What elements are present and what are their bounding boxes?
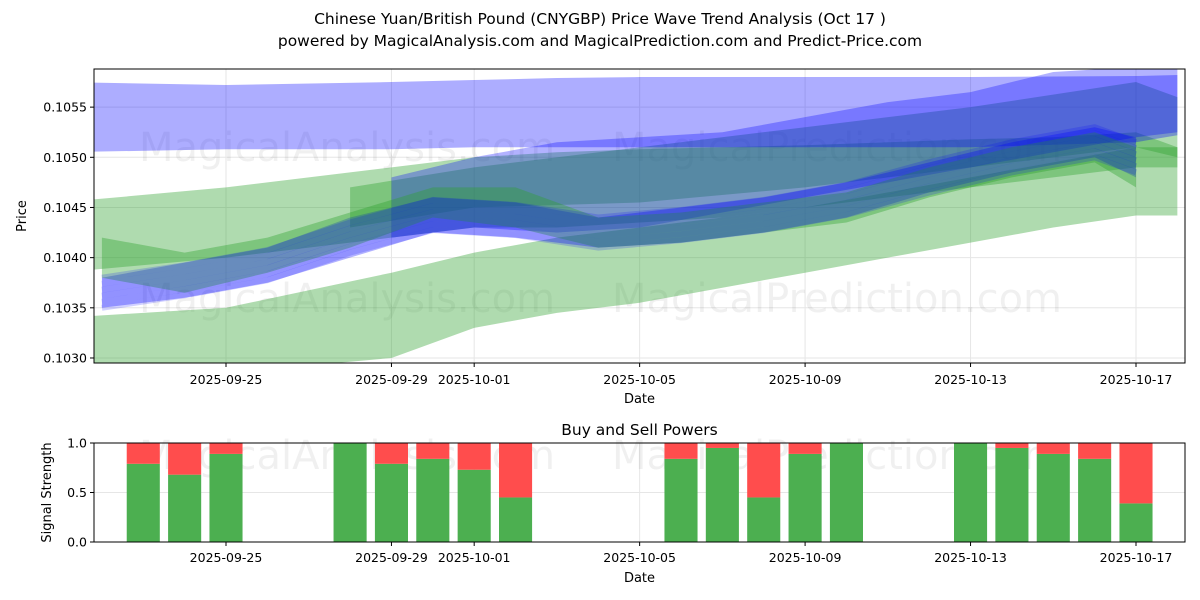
price-band-blue (94, 75, 1178, 152)
top-ticks: 2025-09-25 2025-09-29 2025-10-01 2025-10-05… (43, 100, 1172, 387)
bottom-y-tick-label: 0.0 (67, 535, 87, 550)
buy-power-bar (1119, 503, 1153, 542)
bottom-x-tick-label: 2025-09-25 (190, 550, 263, 565)
chart-subtitle: powered by MagicalAnalysis.com and Magic… (277, 32, 923, 50)
top-x-axis-label: Date (624, 392, 655, 407)
wave-streak (101, 148, 1138, 305)
buy-power-bar (954, 443, 988, 542)
buy-power-bar (1078, 458, 1112, 542)
sell-power-bar (705, 443, 739, 448)
buy-power-bar (374, 463, 408, 542)
buy-power-bar (168, 474, 202, 542)
sell-power-bar (788, 443, 822, 454)
top-x-tick-label: 2025-10-09 (769, 372, 842, 387)
bottom-x-tick-label: 2025-10-01 (438, 550, 511, 565)
buy-power-bar (333, 443, 367, 542)
buy-power-bar (416, 458, 450, 542)
top-grid (94, 69, 1185, 363)
buy-power-bar (1036, 453, 1070, 542)
watermark-text: MagicalPrediction.com (612, 276, 1062, 322)
bottom-x-tick-label: 2025-10-17 (1100, 550, 1173, 565)
sell-power-bar (1036, 443, 1070, 454)
top-y-tick-label: 0.1050 (43, 150, 87, 165)
sell-power-bar (1119, 443, 1153, 504)
price-band-green (94, 147, 1178, 363)
bottom-x-tick-label: 2025-09-29 (355, 550, 428, 565)
sell-power-bar (995, 443, 1029, 448)
price-band-blue (101, 127, 1137, 308)
buy-power-bar (829, 443, 863, 542)
buy-power-bar (747, 497, 781, 542)
sell-power-bar (1078, 443, 1112, 459)
buy-power-bar (705, 447, 739, 542)
bottom-x-tick-label: 2025-10-05 (603, 550, 676, 565)
sell-power-bar (457, 443, 491, 470)
sell-power-bar (416, 443, 450, 459)
wave-streak (101, 142, 1138, 299)
sell-power-bar (168, 443, 202, 475)
bottom-chart-title: Buy and Sell Powers (561, 421, 718, 439)
watermark-text: MagicalAnalysis.com (139, 276, 555, 322)
bottom-x-axis-label: Date (624, 571, 655, 586)
top-x-tick-label: 2025-09-29 (355, 372, 428, 387)
wave-streak (101, 124, 1138, 281)
sell-power-bar (126, 443, 160, 464)
buy-power-bar (126, 463, 160, 542)
buy-power-bar (499, 497, 533, 542)
buy-power-bar (788, 453, 822, 542)
sell-power-bar (374, 443, 408, 464)
buy-power-bar (209, 453, 243, 542)
top-x-tick-label: 2025-09-25 (190, 372, 263, 387)
sell-power-bar (747, 443, 781, 498)
bottom-y-tick-label: 0.5 (67, 485, 87, 500)
top-y-tick-label: 0.1040 (43, 250, 87, 265)
bottom-x-tick-label: 2025-10-13 (934, 550, 1007, 565)
wave-streak (101, 130, 1138, 287)
top-watermarks: MagicalAnalysis.com MagicalPrediction.com… (139, 125, 1062, 322)
top-y-axis-label: Price (15, 200, 30, 232)
sell-power-bar (664, 443, 698, 459)
watermark-text: MagicalAnalysis.com (139, 125, 555, 171)
wave-streak (101, 136, 1138, 293)
price-band-green (350, 82, 1178, 228)
wave-streak (101, 154, 1138, 311)
chart-title: Chinese Yuan/British Pound (CNYGBP) Pric… (314, 10, 886, 28)
buy-power-bar (664, 458, 698, 542)
buy-power-bar (457, 469, 491, 542)
watermark-text: MagicalPrediction.com (612, 125, 1062, 171)
sell-power-bar (499, 443, 533, 498)
top-y-tick-label: 0.1045 (43, 200, 87, 215)
top-x-tick-label: 2025-10-17 (1100, 372, 1173, 387)
buy-power-bar (995, 447, 1029, 542)
price-band-green (94, 132, 1178, 270)
sell-power-bar (209, 443, 243, 454)
top-y-tick-label: 0.1030 (43, 350, 87, 365)
top-x-tick-label: 2025-10-05 (603, 372, 676, 387)
price-band-green (101, 132, 1137, 293)
top-x-tick-label: 2025-10-01 (438, 372, 511, 387)
top-y-tick-label: 0.1055 (43, 100, 87, 115)
signal-bars (126, 443, 1153, 542)
top-y-tick-label: 0.1035 (43, 300, 87, 315)
top-x-tick-label: 2025-10-13 (934, 372, 1007, 387)
bottom-ticks: 2025-09-25 2025-09-29 2025-10-01 2025-10-05… (67, 436, 1172, 566)
bottom-y-tick-label: 1.0 (67, 436, 87, 451)
price-band-blue (391, 69, 1178, 238)
bottom-y-axis-label: Signal Strength (40, 442, 55, 542)
price-bands (94, 69, 1178, 363)
bottom-x-tick-label: 2025-10-09 (769, 550, 842, 565)
